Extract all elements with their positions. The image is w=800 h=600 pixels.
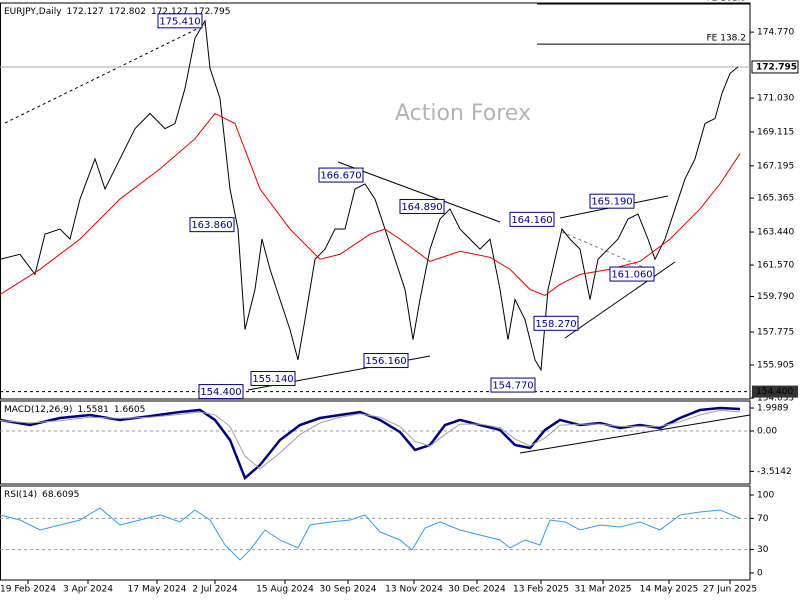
indicator-title: MACD(12,26,9) bbox=[4, 405, 72, 415]
trend-line bbox=[337, 161, 501, 223]
indicator-title: RSI(14) bbox=[4, 490, 37, 500]
price-box-label: 172.795 bbox=[756, 62, 797, 72]
annotation-box bbox=[589, 193, 635, 209]
annotation-label: 156.160 bbox=[365, 356, 406, 367]
annotation-label: 175.410 bbox=[159, 16, 200, 27]
y-tick-label: 155.905 bbox=[757, 361, 794, 371]
annotation-label: 165.190 bbox=[591, 197, 632, 208]
watermark: Action Forex bbox=[395, 101, 531, 126]
header-value: 172.127 bbox=[67, 7, 104, 17]
x-tick-label: 19 Feb 2024 bbox=[0, 585, 56, 595]
y-tick-label: 174.770 bbox=[757, 28, 794, 38]
annotation-label: 163.860 bbox=[191, 220, 232, 231]
x-tick-label: 2 Jul 2024 bbox=[192, 585, 237, 595]
y-tick-label: 30 bbox=[757, 545, 769, 555]
y-tick-label: 167.195 bbox=[757, 161, 794, 171]
header-value: 172.802 bbox=[109, 7, 146, 17]
annotation-label: 154.400 bbox=[200, 387, 241, 398]
y-tick-label: 1.9989 bbox=[757, 404, 789, 414]
indicator-title: EURJPY,Daily bbox=[4, 7, 62, 17]
panel-frame bbox=[0, 2, 751, 400]
y-tick-label: 70 bbox=[757, 514, 769, 524]
y-tick-label: 154.035 bbox=[757, 394, 794, 404]
x-tick-label: 3 Apr 2024 bbox=[63, 585, 113, 595]
series-line bbox=[0, 406, 741, 481]
y-tick-label: 157.775 bbox=[757, 328, 794, 338]
annotation-label: 164.890 bbox=[401, 202, 442, 213]
header-value: 172.127 bbox=[151, 7, 188, 17]
y-tick-label: 165.365 bbox=[757, 194, 794, 204]
annotation-label: 155.140 bbox=[252, 374, 293, 385]
y-tick-label: -3.5142 bbox=[757, 467, 792, 477]
annotation-box bbox=[399, 198, 445, 214]
x-tick-label: 30 Sep 2024 bbox=[319, 585, 376, 595]
panel-header: MACD(12,26,9) 1.5581 1.6605 bbox=[4, 405, 145, 415]
header-value: 172.795 bbox=[193, 7, 230, 17]
annotation-box bbox=[250, 371, 296, 387]
support-box bbox=[752, 385, 798, 398]
series-line bbox=[0, 409, 741, 470]
trend-line bbox=[561, 231, 651, 271]
annotation-box bbox=[157, 13, 203, 29]
annotation-box bbox=[198, 384, 244, 400]
series-line bbox=[0, 19, 739, 372]
annotation-box bbox=[318, 167, 364, 183]
trend-line bbox=[519, 414, 751, 454]
panel-frame bbox=[0, 485, 751, 581]
x-tick-label: 27 Jun 2025 bbox=[703, 585, 757, 595]
y-tick-label: 159.790 bbox=[757, 292, 794, 302]
header-value: 1.6605 bbox=[114, 405, 146, 415]
y-tick-label: 163.440 bbox=[757, 228, 794, 238]
header-value: 68.6095 bbox=[42, 490, 79, 500]
trend-line bbox=[4, 24, 206, 124]
x-tick-label: 31 Mar 2025 bbox=[574, 585, 631, 595]
support-box-label: 154.400 bbox=[756, 387, 793, 397]
x-tick-label: 17 May 2024 bbox=[128, 585, 187, 595]
fib-label: FE 161.8 bbox=[707, 0, 747, 4]
x-tick-label: 13 Nov 2024 bbox=[385, 585, 443, 595]
series-line bbox=[0, 507, 741, 561]
annotation-label: 166.670 bbox=[320, 171, 361, 182]
fib-label: FE 138.2 bbox=[707, 34, 747, 44]
x-tick-label: 13 Feb 2025 bbox=[513, 585, 569, 595]
annotation-box bbox=[609, 266, 655, 282]
y-tick-label: 169.115 bbox=[757, 127, 794, 137]
x-tick-label: 14 May 2025 bbox=[640, 585, 699, 595]
price-box bbox=[751, 60, 799, 74]
annotation-box bbox=[363, 353, 409, 369]
annotation-box bbox=[509, 211, 555, 227]
y-tick-label: 0.00 bbox=[757, 427, 777, 437]
panel-frame bbox=[0, 400, 751, 485]
annotation-box bbox=[533, 315, 579, 331]
annotation-label: 161.060 bbox=[611, 270, 652, 281]
annotation-label: 164.160 bbox=[511, 215, 552, 226]
header-value: 1.5581 bbox=[77, 405, 109, 415]
y-tick-label: 100 bbox=[757, 490, 774, 500]
panel-header: EURJPY,Daily 172.127 172.802 172.127 172.795 bbox=[4, 7, 230, 17]
y-tick-label: 0 bbox=[757, 568, 763, 578]
annotation-label: 154.770 bbox=[492, 381, 533, 392]
panel-header: RSI(14) 68.6095 bbox=[4, 490, 79, 500]
x-tick-label: 15 Aug 2024 bbox=[256, 585, 314, 595]
y-tick-label: 171.030 bbox=[757, 94, 794, 104]
annotation-box bbox=[490, 377, 536, 393]
trend-line bbox=[564, 261, 676, 339]
x-tick-label: 30 Dec 2024 bbox=[448, 585, 506, 595]
annotation-label: 158.270 bbox=[535, 319, 576, 330]
y-tick-label: 161.570 bbox=[757, 261, 794, 271]
annotation-box bbox=[189, 217, 235, 233]
